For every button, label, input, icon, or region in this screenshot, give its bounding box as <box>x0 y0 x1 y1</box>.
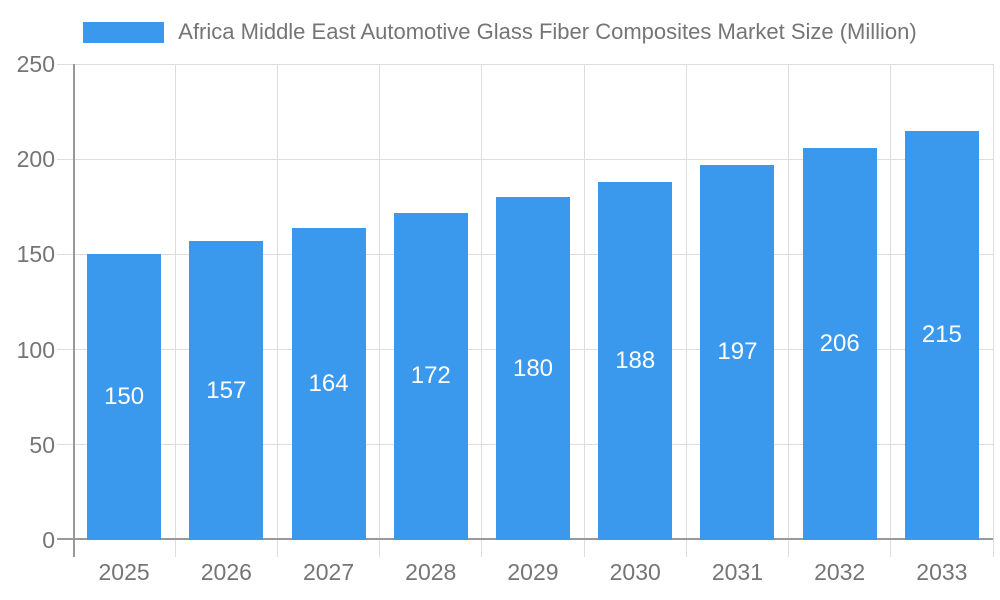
y-tick-label-100: 100 <box>16 336 55 363</box>
gridline-x-7 <box>788 64 790 557</box>
plot-area: 150 157 164 172 180 188 197 206 215 <box>57 63 994 557</box>
x-tick-label-2031: 2031 <box>711 559 764 585</box>
bar-2026: 157 <box>189 241 264 540</box>
gridline-x-2 <box>276 64 278 557</box>
bar-value-label: 188 <box>615 347 656 375</box>
x-tick-label-2030: 2030 <box>609 559 661 585</box>
bar-value-label: 215 <box>921 321 962 349</box>
x-tick-label-2025: 2025 <box>98 559 150 585</box>
bar-value-label: 150 <box>104 383 145 411</box>
x-tick-label-2026: 2026 <box>200 559 252 585</box>
gridline-y-200 <box>57 158 993 160</box>
y-tick-label-200: 200 <box>16 146 55 173</box>
x-tick-label-2032: 2032 <box>814 559 866 585</box>
y-tick-label-0: 0 <box>42 527 55 553</box>
bar-2032: 206 <box>802 147 877 540</box>
y-tick-label-50: 50 <box>29 431 55 458</box>
bar-2031: 197 <box>700 164 775 540</box>
bar-value-label: 197 <box>717 338 758 366</box>
gridline-x-6 <box>685 64 687 557</box>
legend-label: Africa Middle East Automotive Glass Fibe… <box>178 19 917 44</box>
x-tick-label-2027: 2027 <box>302 559 355 585</box>
bar-value-label: 206 <box>819 329 860 357</box>
y-tick-label-250: 250 <box>16 51 55 77</box>
gridline-x-3 <box>379 64 381 557</box>
bar-2025: 150 <box>87 254 162 540</box>
gridline-x-8 <box>890 64 892 557</box>
gridline-x-1 <box>174 64 176 557</box>
bar-2028: 172 <box>393 212 468 540</box>
gridline-x-9 <box>992 64 994 557</box>
legend-swatch <box>83 21 165 43</box>
gridline-x-4 <box>481 64 483 557</box>
chart-legend: Africa Middle East Automotive Glass Fibe… <box>0 16 1000 48</box>
gridline-y-250 <box>57 63 993 65</box>
y-tick-label-150: 150 <box>16 241 55 268</box>
bar-value-label: 164 <box>308 369 349 397</box>
bar-value-label: 180 <box>512 354 554 382</box>
bar-2029: 180 <box>496 197 570 540</box>
gridline-x-5 <box>583 64 585 557</box>
bar-2027: 164 <box>291 227 366 540</box>
bar-2030: 188 <box>598 182 673 540</box>
x-tick-label-2029: 2029 <box>507 559 559 585</box>
bar-value-label: 157 <box>206 376 247 404</box>
bar-value-label: 172 <box>410 362 451 390</box>
bar-2033: 215 <box>904 130 979 540</box>
x-tick-label-2028: 2028 <box>405 559 457 585</box>
x-tick-label-2033: 2033 <box>916 559 968 585</box>
y-axis-line <box>73 64 75 557</box>
